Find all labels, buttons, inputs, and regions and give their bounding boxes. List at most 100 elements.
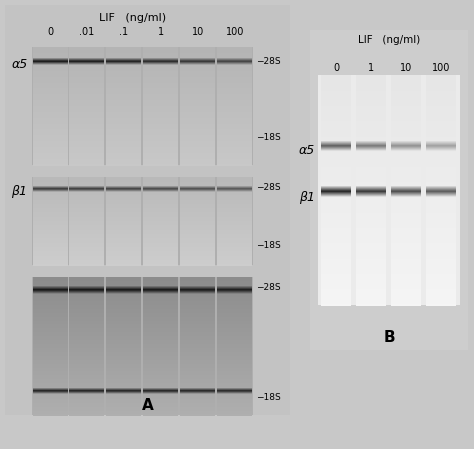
Bar: [356, 183, 386, 185]
Bar: [181, 257, 216, 259]
Bar: [70, 64, 104, 66]
Bar: [218, 156, 253, 158]
Bar: [144, 245, 179, 247]
Bar: [427, 155, 456, 157]
Bar: [70, 387, 104, 388]
Bar: [427, 141, 456, 142]
Bar: [181, 298, 216, 299]
Bar: [144, 153, 179, 154]
Bar: [33, 295, 67, 296]
Bar: [107, 411, 142, 413]
Bar: [144, 279, 179, 281]
Bar: [392, 223, 421, 224]
Bar: [181, 82, 216, 84]
Bar: [427, 197, 456, 198]
Bar: [107, 291, 142, 292]
Bar: [107, 64, 142, 66]
Bar: [33, 132, 67, 133]
Bar: [181, 116, 216, 118]
Bar: [392, 185, 421, 186]
Bar: [33, 331, 67, 333]
Bar: [107, 188, 142, 189]
Bar: [33, 88, 67, 89]
Bar: [33, 405, 67, 406]
Bar: [33, 359, 67, 361]
Bar: [392, 288, 421, 290]
Bar: [144, 74, 179, 75]
Bar: [107, 310, 142, 312]
Bar: [181, 241, 216, 242]
Bar: [427, 273, 456, 274]
Bar: [356, 76, 386, 78]
Bar: [70, 263, 104, 264]
Bar: [181, 80, 216, 82]
Bar: [107, 109, 142, 110]
Bar: [218, 48, 253, 49]
Bar: [144, 71, 179, 72]
Bar: [107, 231, 142, 233]
Bar: [181, 291, 216, 292]
Bar: [181, 48, 216, 49]
Bar: [144, 194, 179, 195]
Bar: [144, 326, 179, 327]
Bar: [218, 262, 253, 264]
Bar: [356, 197, 386, 198]
Bar: [107, 189, 142, 190]
Bar: [427, 211, 456, 212]
Bar: [70, 278, 104, 279]
Bar: [321, 120, 352, 122]
Bar: [427, 144, 456, 145]
Bar: [181, 346, 216, 348]
Bar: [321, 240, 352, 242]
Bar: [70, 214, 104, 216]
Bar: [218, 357, 253, 358]
Bar: [392, 277, 421, 278]
Bar: [321, 188, 352, 189]
Bar: [218, 66, 253, 67]
Bar: [392, 229, 421, 230]
Bar: [33, 290, 67, 291]
Bar: [392, 263, 421, 264]
Bar: [181, 189, 216, 190]
Bar: [33, 344, 67, 345]
Bar: [181, 123, 216, 124]
Bar: [144, 63, 179, 65]
Bar: [218, 306, 253, 308]
Bar: [144, 192, 179, 194]
Bar: [218, 209, 253, 211]
Bar: [70, 396, 104, 397]
Bar: [181, 188, 216, 189]
Bar: [392, 174, 421, 176]
Bar: [392, 158, 421, 159]
Bar: [356, 146, 386, 148]
Bar: [144, 208, 179, 210]
Bar: [181, 393, 216, 395]
Bar: [218, 353, 253, 355]
Bar: [107, 280, 142, 282]
Bar: [392, 202, 421, 203]
Bar: [70, 251, 104, 252]
Bar: [218, 47, 253, 48]
Bar: [181, 348, 216, 349]
Bar: [427, 94, 456, 96]
Bar: [144, 127, 179, 128]
Bar: [181, 264, 216, 265]
Bar: [70, 391, 104, 392]
Bar: [107, 196, 142, 198]
Bar: [392, 97, 421, 98]
Bar: [427, 117, 456, 119]
Bar: [218, 181, 253, 182]
Bar: [321, 80, 352, 82]
Bar: [70, 399, 104, 401]
Bar: [218, 251, 253, 252]
Bar: [144, 147, 179, 149]
Bar: [70, 366, 104, 367]
Bar: [70, 201, 104, 202]
Bar: [144, 61, 179, 62]
Bar: [356, 161, 386, 163]
Bar: [321, 153, 352, 154]
Bar: [144, 145, 179, 146]
Bar: [356, 136, 386, 137]
Bar: [392, 103, 421, 105]
Bar: [218, 191, 253, 193]
